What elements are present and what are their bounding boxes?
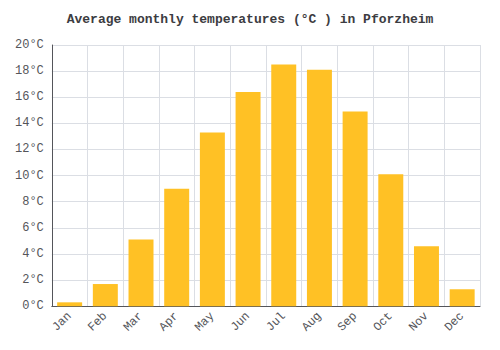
svg-text:Nov: Nov xyxy=(406,309,431,334)
svg-text:16°C: 16°C xyxy=(15,90,44,104)
svg-text:8°C: 8°C xyxy=(22,195,44,209)
svg-text:Feb: Feb xyxy=(85,309,110,334)
svg-text:6°C: 6°C xyxy=(22,221,44,235)
svg-text:10°C: 10°C xyxy=(15,169,44,183)
svg-text:0°C: 0°C xyxy=(22,299,44,313)
svg-text:12°C: 12°C xyxy=(15,142,44,156)
svg-text:18°C: 18°C xyxy=(15,64,44,78)
svg-text:Dec: Dec xyxy=(442,309,467,334)
svg-text:Oct: Oct xyxy=(371,309,396,334)
svg-text:Jul: Jul xyxy=(264,309,289,334)
svg-text:Mar: Mar xyxy=(121,309,146,334)
svg-text:Aug: Aug xyxy=(299,309,324,334)
svg-text:Jan: Jan xyxy=(49,309,74,334)
svg-text:Apr: Apr xyxy=(156,309,181,334)
svg-text:May: May xyxy=(192,309,217,334)
svg-text:4°C: 4°C xyxy=(22,247,44,261)
svg-text:14°C: 14°C xyxy=(15,116,44,130)
svg-text:Sep: Sep xyxy=(335,309,360,334)
svg-text:2°C: 2°C xyxy=(22,273,44,287)
svg-text:Average monthly temperatures (: Average monthly temperatures (°C ) in Pf… xyxy=(67,12,434,27)
svg-text:Jun: Jun xyxy=(228,309,253,334)
svg-text:20°C: 20°C xyxy=(15,38,44,52)
